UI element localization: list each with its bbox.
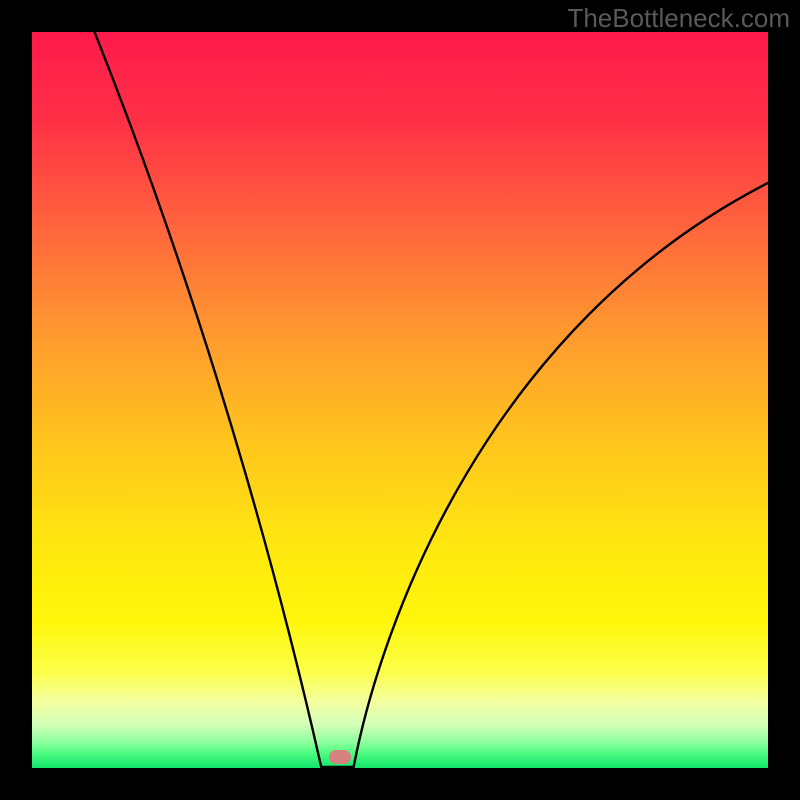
optimum-marker [329,750,351,764]
bottleneck-curve [32,32,768,768]
plot-area [32,32,768,768]
watermark-text: TheBottleneck.com [567,3,790,34]
